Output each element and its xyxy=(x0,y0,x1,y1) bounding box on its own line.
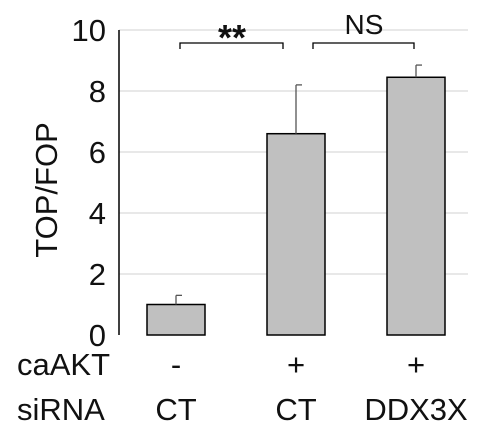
significance-label: ** xyxy=(218,17,246,58)
condition-value: + xyxy=(287,347,305,382)
condition-value: CT xyxy=(275,392,316,427)
bar xyxy=(266,132,326,336)
y-tick-label: 4 xyxy=(89,196,106,231)
y-tick-labels: 0 2 4 6 8 10 xyxy=(72,13,106,353)
significance-brackets: ** NS xyxy=(179,9,415,58)
error-bars xyxy=(175,64,422,305)
condition-value: + xyxy=(407,347,425,382)
y-tick-label: 8 xyxy=(89,74,106,109)
bars xyxy=(146,76,446,336)
y-tick-label: 10 xyxy=(72,13,106,48)
bar xyxy=(146,303,206,336)
bar xyxy=(386,76,446,336)
y-tick-label: 0 xyxy=(89,318,106,353)
significance-bracket xyxy=(312,42,415,49)
y-axis-title: TOP/FOP xyxy=(29,122,64,258)
significance-label: NS xyxy=(345,9,384,40)
y-tick-label: 6 xyxy=(89,135,106,170)
y-tick-label: 2 xyxy=(89,257,106,292)
condition-label: caAKT xyxy=(17,347,110,382)
condition-value: - xyxy=(171,347,181,382)
significance-bracket xyxy=(179,42,284,49)
condition-value: CT xyxy=(155,392,196,427)
condition-value: DDX3X xyxy=(364,392,468,427)
condition-rows: caAKT - + + siRNA CT CT DDX3X xyxy=(17,347,468,427)
condition-label: siRNA xyxy=(17,392,105,427)
